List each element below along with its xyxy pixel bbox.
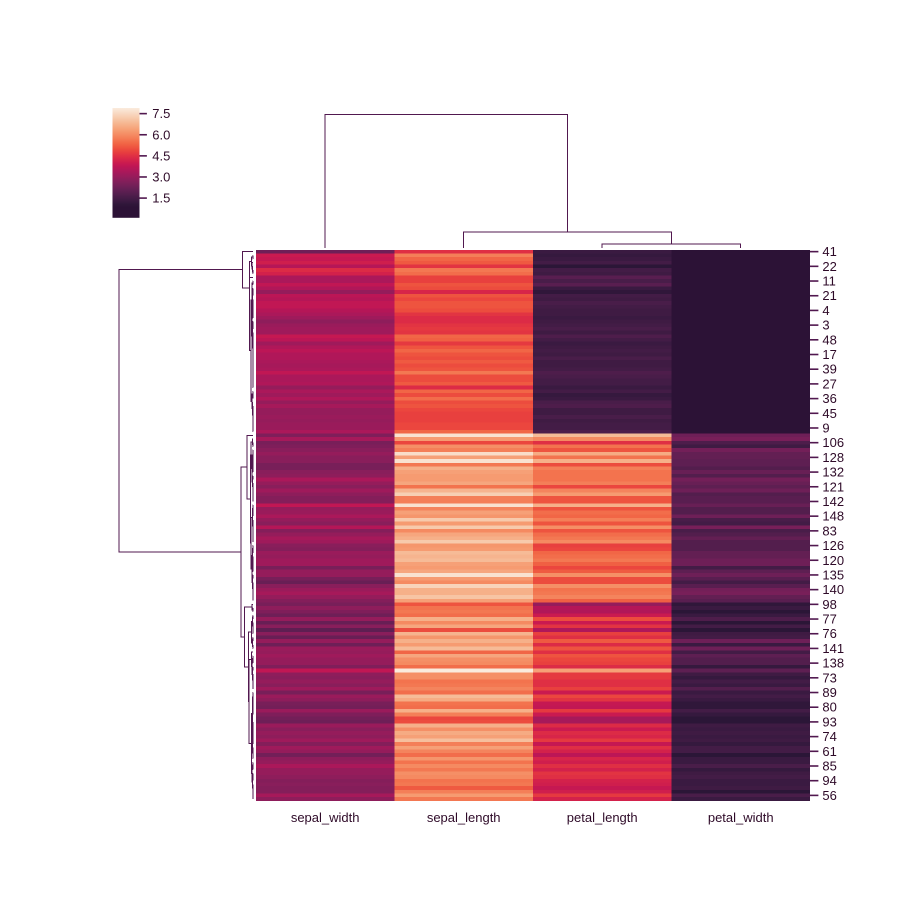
svg-text:121: 121 bbox=[822, 479, 844, 494]
svg-text:4: 4 bbox=[822, 303, 829, 318]
svg-text:45: 45 bbox=[822, 406, 836, 421]
svg-text:17: 17 bbox=[822, 347, 836, 362]
svg-text:56: 56 bbox=[822, 788, 836, 803]
svg-text:141: 141 bbox=[822, 641, 844, 656]
svg-text:3.0: 3.0 bbox=[152, 169, 170, 184]
svg-text:142: 142 bbox=[822, 494, 844, 509]
svg-text:4.5: 4.5 bbox=[152, 148, 170, 163]
svg-text:6.0: 6.0 bbox=[152, 127, 170, 142]
svg-text:94: 94 bbox=[822, 773, 836, 788]
svg-text:98: 98 bbox=[822, 597, 836, 612]
svg-text:128: 128 bbox=[822, 450, 844, 465]
svg-text:petal_width: petal_width bbox=[708, 810, 774, 825]
svg-text:11: 11 bbox=[822, 274, 836, 289]
svg-text:93: 93 bbox=[822, 714, 836, 729]
svg-text:sepal_length: sepal_length bbox=[427, 810, 501, 825]
svg-text:76: 76 bbox=[822, 626, 836, 641]
svg-text:22: 22 bbox=[822, 259, 836, 274]
svg-text:135: 135 bbox=[822, 567, 844, 582]
svg-text:138: 138 bbox=[822, 656, 844, 671]
svg-text:83: 83 bbox=[822, 523, 836, 538]
svg-text:sepal_width: sepal_width bbox=[291, 810, 360, 825]
svg-text:36: 36 bbox=[822, 391, 836, 406]
svg-text:41: 41 bbox=[822, 244, 836, 259]
svg-text:3: 3 bbox=[822, 318, 829, 333]
svg-text:132: 132 bbox=[822, 465, 844, 480]
svg-text:21: 21 bbox=[822, 288, 836, 303]
svg-text:1.5: 1.5 bbox=[152, 191, 170, 206]
svg-text:85: 85 bbox=[822, 759, 836, 774]
svg-text:74: 74 bbox=[822, 729, 836, 744]
svg-text:petal_length: petal_length bbox=[567, 810, 638, 825]
svg-text:89: 89 bbox=[822, 685, 836, 700]
svg-text:140: 140 bbox=[822, 582, 844, 597]
svg-text:48: 48 bbox=[822, 332, 836, 347]
svg-text:39: 39 bbox=[822, 362, 836, 377]
svg-text:126: 126 bbox=[822, 538, 844, 553]
svg-text:106: 106 bbox=[822, 435, 844, 450]
svg-text:73: 73 bbox=[822, 670, 836, 685]
svg-text:80: 80 bbox=[822, 700, 836, 715]
svg-text:120: 120 bbox=[822, 553, 844, 568]
svg-text:27: 27 bbox=[822, 376, 836, 391]
svg-text:77: 77 bbox=[822, 612, 836, 627]
svg-text:61: 61 bbox=[822, 744, 836, 759]
svg-text:7.5: 7.5 bbox=[152, 106, 170, 121]
svg-text:148: 148 bbox=[822, 509, 844, 524]
svg-text:9: 9 bbox=[822, 420, 829, 435]
